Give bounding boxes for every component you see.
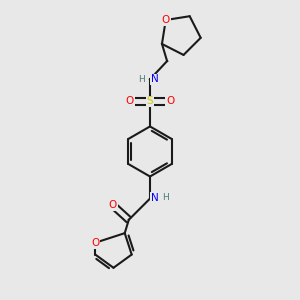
Text: O: O bbox=[126, 96, 134, 106]
Text: O: O bbox=[166, 96, 174, 106]
Text: O: O bbox=[162, 15, 170, 25]
Text: O: O bbox=[109, 200, 117, 210]
Text: N: N bbox=[151, 74, 158, 84]
Text: N: N bbox=[151, 193, 159, 203]
Text: O: O bbox=[91, 238, 99, 248]
Text: H: H bbox=[162, 194, 169, 202]
Text: H: H bbox=[138, 75, 145, 84]
Text: S: S bbox=[147, 96, 153, 106]
